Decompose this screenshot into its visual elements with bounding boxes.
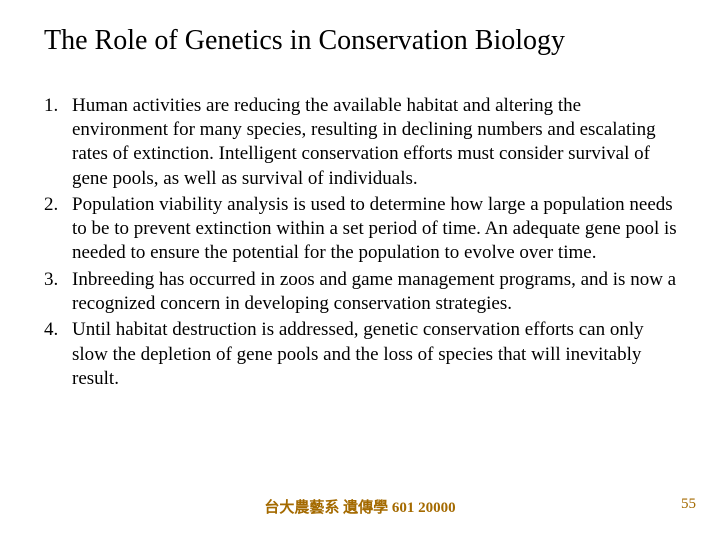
item-text: Inbreeding has occurred in zoos and game… [72, 268, 680, 317]
slide-number: 55 [681, 496, 696, 513]
footer: 台大農藝系 遺傳學 601 20000 55 [0, 496, 720, 518]
footer-center-text: 台大農藝系 遺傳學 601 20000 [264, 496, 455, 517]
item-number: 2. [44, 193, 72, 266]
item-text: Population viability analysis is used to… [72, 193, 680, 266]
item-number: 1. [44, 94, 72, 191]
item-text: Human activities are reducing the availa… [72, 94, 680, 191]
slide: The Role of Genetics in Conservation Bio… [0, 0, 720, 540]
list-item: 3. Inbreeding has occurred in zoos and g… [44, 268, 680, 317]
bullet-list: 1. Human activities are reducing the ava… [40, 94, 680, 392]
item-number: 3. [44, 268, 72, 317]
slide-title: The Role of Genetics in Conservation Bio… [40, 24, 680, 58]
list-item: 4. Until habitat destruction is addresse… [44, 318, 680, 391]
list-item: 1. Human activities are reducing the ava… [44, 94, 680, 191]
item-text: Until habitat destruction is addressed, … [72, 318, 680, 391]
list-item: 2. Population viability analysis is used… [44, 193, 680, 266]
item-number: 4. [44, 318, 72, 391]
